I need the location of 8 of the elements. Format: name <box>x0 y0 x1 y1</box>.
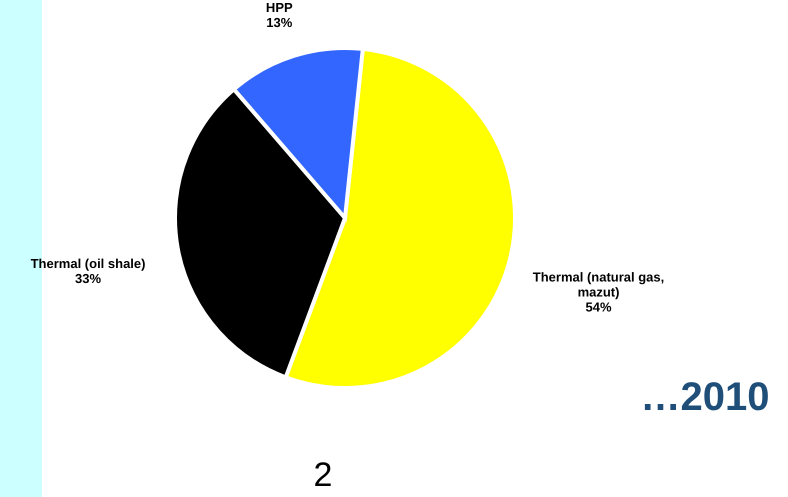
text: …2010 <box>640 375 770 419</box>
slice-label: Thermal (oil shale) <box>30 256 146 272</box>
text: 2 <box>314 456 332 494</box>
data-label: 33% <box>75 271 102 286</box>
data-label: 13% <box>266 15 293 30</box>
data-label: 54% <box>586 300 612 315</box>
slice-label: Thermal (natural gas, mazut) <box>532 270 664 300</box>
slice-label: HPP <box>266 0 293 16</box>
